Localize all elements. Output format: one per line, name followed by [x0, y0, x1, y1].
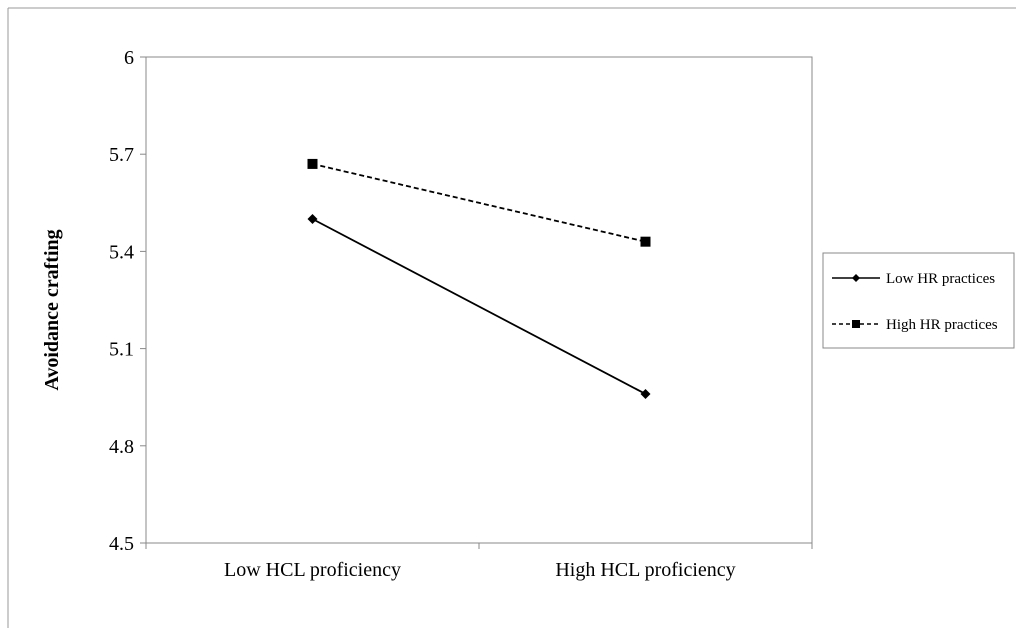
y-tick-label: 5.7	[109, 144, 134, 166]
data-point-diamond	[640, 388, 651, 399]
legend-label-high-hr: High HR practices	[886, 317, 998, 333]
legend-item-high-hr: High HR practices	[832, 317, 998, 333]
series-line-high-hr	[312, 163, 646, 243]
y-tick-label: 5.4	[109, 241, 134, 263]
series-layer	[307, 158, 651, 399]
x-category-label: High HCL proficiency	[555, 559, 735, 581]
x-axis: Low HCL proficiency High HCL proficiency	[145, 543, 813, 581]
legend-item-low-hr: Low HR practices	[832, 271, 995, 287]
legend: Low HR practices High HR practices	[822, 252, 1015, 349]
x-category-label: Low HCL proficiency	[224, 559, 401, 581]
series-line-low-hr	[312, 218, 646, 395]
plot-area	[145, 56, 813, 544]
y-axis-title: Avoidance crafting	[41, 229, 63, 390]
y-tick-label: 5.1	[109, 339, 134, 361]
legend-square-marker	[852, 320, 860, 328]
data-point-square	[640, 236, 651, 247]
legend-box	[822, 252, 1015, 349]
y-axis: 4.5 4.8 5.1 5.4 5.7 6	[109, 47, 146, 555]
data-point-square	[307, 158, 318, 169]
y-tick-label: 4.5	[109, 533, 134, 555]
y-tick-label: 4.8	[109, 436, 134, 458]
legend-diamond-marker	[852, 274, 860, 282]
legend-label-low-hr: Low HR practices	[886, 271, 995, 287]
data-point-diamond	[307, 214, 318, 224]
y-tick-label: 6	[124, 47, 134, 69]
